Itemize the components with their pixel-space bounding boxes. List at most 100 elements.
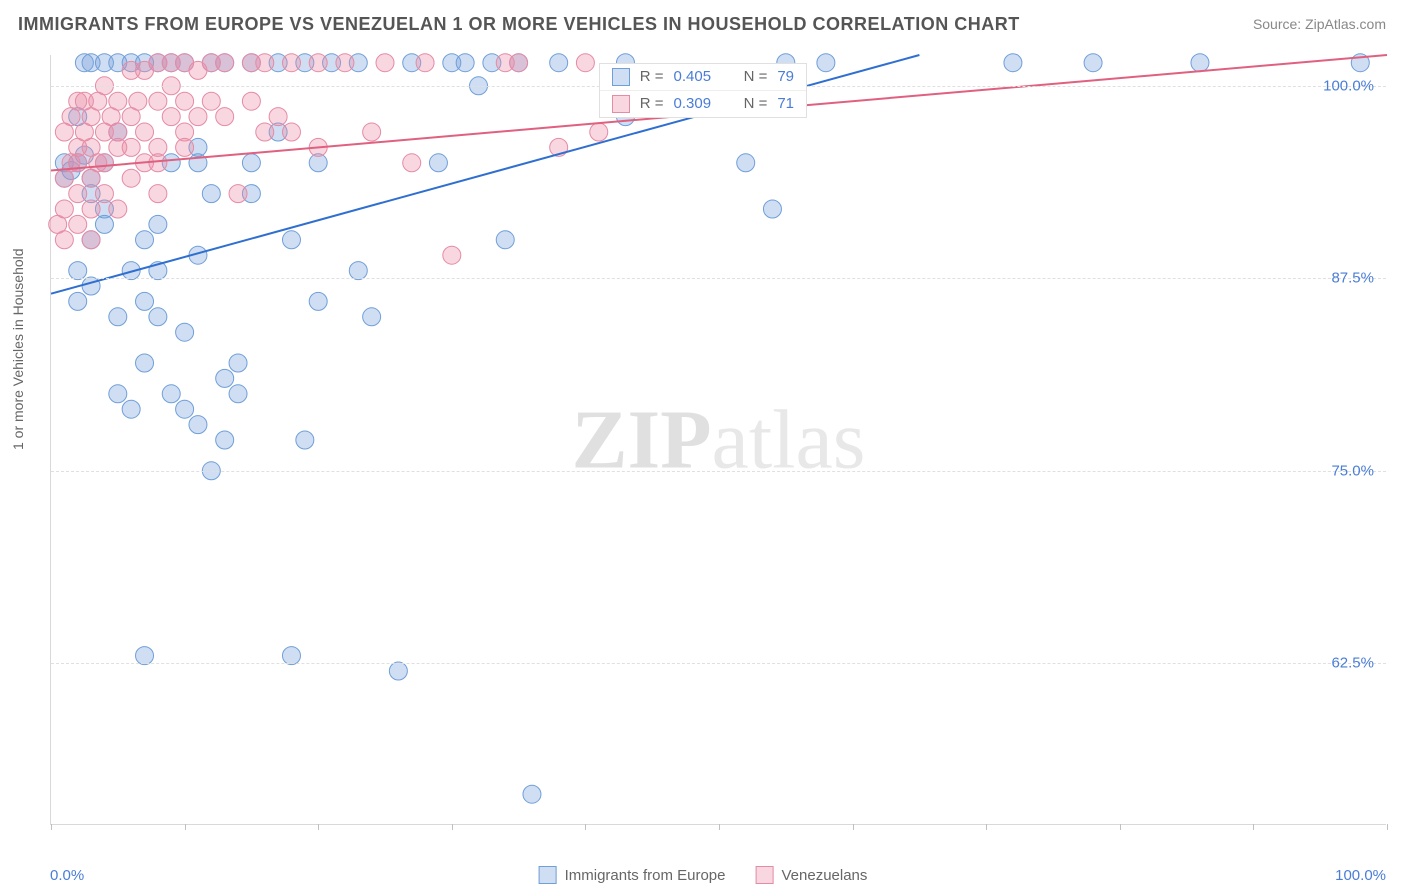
x-tick <box>1253 824 1254 830</box>
data-point[interactable] <box>149 215 167 233</box>
x-tick-label: 0.0% <box>50 867 84 884</box>
x-tick <box>853 824 854 830</box>
data-point[interactable] <box>149 92 167 110</box>
data-point[interactable] <box>1004 54 1022 72</box>
data-point[interactable] <box>82 231 100 249</box>
data-point[interactable] <box>109 385 127 403</box>
legend-row: R = 0.309 N = 71 <box>600 91 806 117</box>
data-point[interactable] <box>309 292 327 310</box>
data-point[interactable] <box>189 108 207 126</box>
data-point[interactable] <box>55 200 73 218</box>
data-point[interactable] <box>216 431 234 449</box>
data-point[interactable] <box>496 231 514 249</box>
data-point[interactable] <box>55 231 73 249</box>
data-point[interactable] <box>389 662 407 680</box>
data-point[interactable] <box>229 185 247 203</box>
data-point[interactable] <box>109 92 127 110</box>
data-point[interactable] <box>216 54 234 72</box>
data-point[interactable] <box>576 54 594 72</box>
data-point[interactable] <box>763 200 781 218</box>
plot-area: ZIPatlas 62.5%75.0%87.5%100.0%R = 0.405 … <box>50 55 1386 825</box>
data-point[interactable] <box>216 108 234 126</box>
data-point[interactable] <box>109 200 127 218</box>
data-point[interactable] <box>282 231 300 249</box>
data-point[interactable] <box>817 54 835 72</box>
data-point[interactable] <box>162 108 180 126</box>
data-point[interactable] <box>256 123 274 141</box>
data-point[interactable] <box>1191 54 1209 72</box>
legend-r-label: R = <box>640 68 664 85</box>
data-point[interactable] <box>229 354 247 372</box>
data-point[interactable] <box>136 231 154 249</box>
data-point[interactable] <box>590 123 608 141</box>
data-point[interactable] <box>229 385 247 403</box>
data-point[interactable] <box>176 323 194 341</box>
data-point[interactable] <box>510 54 528 72</box>
data-point[interactable] <box>296 431 314 449</box>
data-point[interactable] <box>136 123 154 141</box>
data-point[interactable] <box>69 292 87 310</box>
data-point[interactable] <box>136 647 154 665</box>
data-point[interactable] <box>136 292 154 310</box>
data-point[interactable] <box>242 92 260 110</box>
data-point[interactable] <box>456 54 474 72</box>
data-point[interactable] <box>349 262 367 280</box>
data-point[interactable] <box>1084 54 1102 72</box>
data-point[interactable] <box>737 154 755 172</box>
data-point[interactable] <box>122 138 140 156</box>
legend-n-label: N = <box>744 68 768 85</box>
data-point[interactable] <box>162 385 180 403</box>
data-point[interactable] <box>109 123 127 141</box>
data-point[interactable] <box>202 185 220 203</box>
data-point[interactable] <box>363 123 381 141</box>
data-point[interactable] <box>69 262 87 280</box>
data-point[interactable] <box>82 277 100 295</box>
legend-correlation: R = 0.405 N = 79R = 0.309 N = 71 <box>599 63 807 118</box>
data-point[interactable] <box>122 169 140 187</box>
chart-title: IMMIGRANTS FROM EUROPE VS VENEZUELAN 1 O… <box>18 14 1020 35</box>
data-point[interactable] <box>550 54 568 72</box>
data-point[interactable] <box>282 647 300 665</box>
data-point[interactable] <box>129 92 147 110</box>
y-tick-label: 75.0% <box>1331 462 1374 479</box>
data-point[interactable] <box>256 54 274 72</box>
data-point[interactable] <box>149 185 167 203</box>
data-point[interactable] <box>95 154 113 172</box>
data-point[interactable] <box>95 215 113 233</box>
legend-r-value: 0.309 <box>674 95 712 112</box>
data-point[interactable] <box>282 54 300 72</box>
gridline-h <box>51 471 1386 472</box>
data-point[interactable] <box>109 308 127 326</box>
data-point[interactable] <box>269 108 287 126</box>
data-point[interactable] <box>189 416 207 434</box>
data-point[interactable] <box>376 54 394 72</box>
data-point[interactable] <box>242 154 260 172</box>
data-point[interactable] <box>176 92 194 110</box>
data-point[interactable] <box>95 185 113 203</box>
data-point[interactable] <box>429 154 447 172</box>
data-point[interactable] <box>149 308 167 326</box>
legend-item[interactable]: Venezuelans <box>755 866 867 884</box>
legend-r-value: 0.405 <box>674 68 712 85</box>
data-point[interactable] <box>216 369 234 387</box>
data-point[interactable] <box>176 400 194 418</box>
data-point[interactable] <box>443 246 461 264</box>
data-point[interactable] <box>82 200 100 218</box>
data-point[interactable] <box>282 123 300 141</box>
data-point[interactable] <box>403 154 421 172</box>
data-point[interactable] <box>309 54 327 72</box>
data-point[interactable] <box>336 54 354 72</box>
source-link[interactable]: ZipAtlas.com <box>1305 16 1386 32</box>
data-point[interactable] <box>202 92 220 110</box>
legend-item[interactable]: Immigrants from Europe <box>539 866 726 884</box>
data-point[interactable] <box>416 54 434 72</box>
data-point[interactable] <box>69 215 87 233</box>
data-point[interactable] <box>122 400 140 418</box>
data-point[interactable] <box>176 138 194 156</box>
data-point[interactable] <box>363 308 381 326</box>
data-point[interactable] <box>523 785 541 803</box>
data-point[interactable] <box>69 185 87 203</box>
data-point[interactable] <box>136 354 154 372</box>
x-tick <box>185 824 186 830</box>
y-tick-label: 100.0% <box>1323 77 1374 94</box>
